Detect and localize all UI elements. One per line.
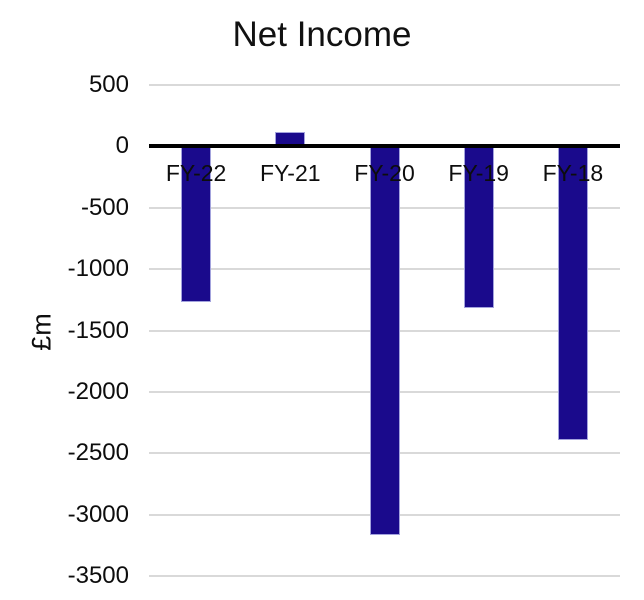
y-tick-label: -1000 <box>67 255 129 283</box>
chart-title: Net Income <box>232 15 412 54</box>
bar-fy-18 <box>557 145 588 440</box>
y-tick-label: 500 <box>88 71 129 98</box>
zero-axis-line <box>149 144 620 149</box>
y-tick-label: -1500 <box>67 316 129 344</box>
category-label-fy-22: FY-22 <box>165 160 227 187</box>
y-tick-label: -3500 <box>67 562 129 589</box>
gridline <box>149 84 620 86</box>
y-tick-label: -2500 <box>67 439 129 467</box>
y-tick-label: -3000 <box>67 500 129 528</box>
bar-fy-22 <box>181 145 212 303</box>
bar-fy-20 <box>369 145 400 536</box>
category-label-fy-18: FY-18 <box>542 160 604 187</box>
gridline <box>149 575 620 577</box>
category-label-fy-21: FY-21 <box>260 160 321 187</box>
y-tick-label: -500 <box>80 193 129 221</box>
bar-fy-19 <box>463 145 494 309</box>
y-tick-label: 0 <box>115 132 129 160</box>
category-label-fy-20: FY-20 <box>354 160 415 187</box>
category-label-fy-19: FY-19 <box>448 160 509 187</box>
y-tick-label: -2000 <box>67 377 129 405</box>
